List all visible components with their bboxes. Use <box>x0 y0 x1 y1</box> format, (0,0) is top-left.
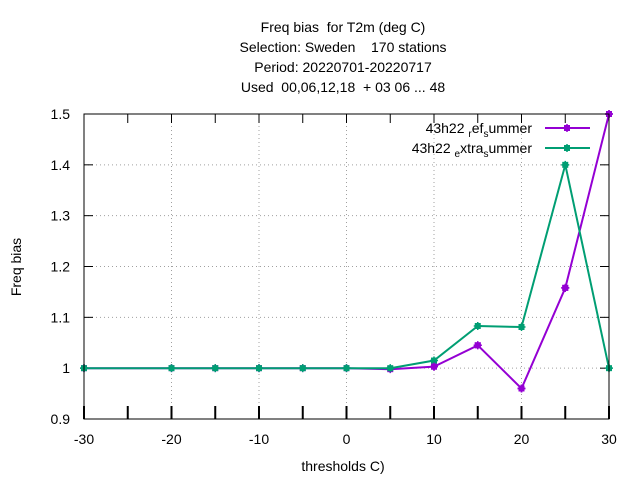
data-point-cross <box>255 364 263 373</box>
legend-label-part: 43h22 <box>412 140 455 156</box>
legend-label-part: ummer <box>488 140 532 156</box>
data-point-cross <box>561 160 570 169</box>
y-tick-label: 0.9 <box>51 411 71 427</box>
y-axis-label: Freq bias <box>8 238 24 296</box>
y-tick-label: 1.4 <box>51 157 71 173</box>
data-point-cross <box>473 321 482 330</box>
plot-frame <box>83 113 610 420</box>
series-path <box>84 164 610 370</box>
grid-lines <box>84 114 609 419</box>
x-tick-label: 20 <box>514 431 530 447</box>
series-line <box>80 160 613 373</box>
chart-title: Freq bias for T2m (deg C) Selection: Swed… <box>239 19 446 95</box>
x-tick-labels: -30 -20 -10 0 10 20 30 <box>74 431 617 447</box>
legend-label-part: s <box>483 129 488 140</box>
legend-label-part: e <box>455 149 461 160</box>
legend-label-part: ef <box>472 120 484 136</box>
data-point-cross <box>167 364 176 373</box>
title-line: Freq bias for T2m (deg C) <box>261 19 426 35</box>
legend-label-part: ummer <box>488 120 532 136</box>
x-tick-label: -20 <box>161 431 181 447</box>
x-tick-label: -30 <box>74 431 94 447</box>
x-axis-label: thresholds C) <box>301 458 384 474</box>
title-line: Used 00,06,12,18 + 03 06 ... 48 <box>241 79 446 95</box>
y-tick-label: 1.3 <box>51 208 71 224</box>
x-tick-label: 10 <box>426 431 442 447</box>
title-line: Selection: Sweden 170 stations <box>239 39 446 55</box>
legend-label-part: 43h22 <box>426 120 469 136</box>
data-point-cross <box>563 124 571 132</box>
x-tick-label: 0 <box>343 431 351 447</box>
data-point-cross <box>430 362 438 371</box>
data-point-cross <box>517 384 526 393</box>
data-point-cross <box>561 283 570 292</box>
data-point-cross <box>298 364 307 373</box>
legend-label: 43h22 refsummer <box>426 120 533 140</box>
title-line: Period: 20220701-20220717 <box>254 59 432 75</box>
x-tick-label: 30 <box>601 431 617 447</box>
axis-ticks <box>83 113 610 420</box>
y-tick-labels: 0.9 1 1.1 1.2 1.3 1.4 1.5 <box>51 106 71 427</box>
data-point-cross <box>563 144 571 152</box>
y-tick-label: 1.2 <box>51 259 71 275</box>
y-tick-label: 1.1 <box>51 309 71 325</box>
x-tick-label: -10 <box>249 431 269 447</box>
y-tick-label: 1.5 <box>51 106 71 122</box>
y-tick-label: 1 <box>62 360 70 376</box>
data-point-cross <box>473 341 482 350</box>
legend-label-part: r <box>468 129 472 140</box>
data-point-cross <box>517 322 526 331</box>
data-point-cross <box>386 364 395 373</box>
legend-label-part: s <box>483 149 488 160</box>
legend-label: 43h22 extrasummer <box>412 140 533 160</box>
legend-label-part: xtra <box>460 140 484 156</box>
data-point-cross <box>211 364 220 373</box>
data-point-cross <box>342 364 351 373</box>
